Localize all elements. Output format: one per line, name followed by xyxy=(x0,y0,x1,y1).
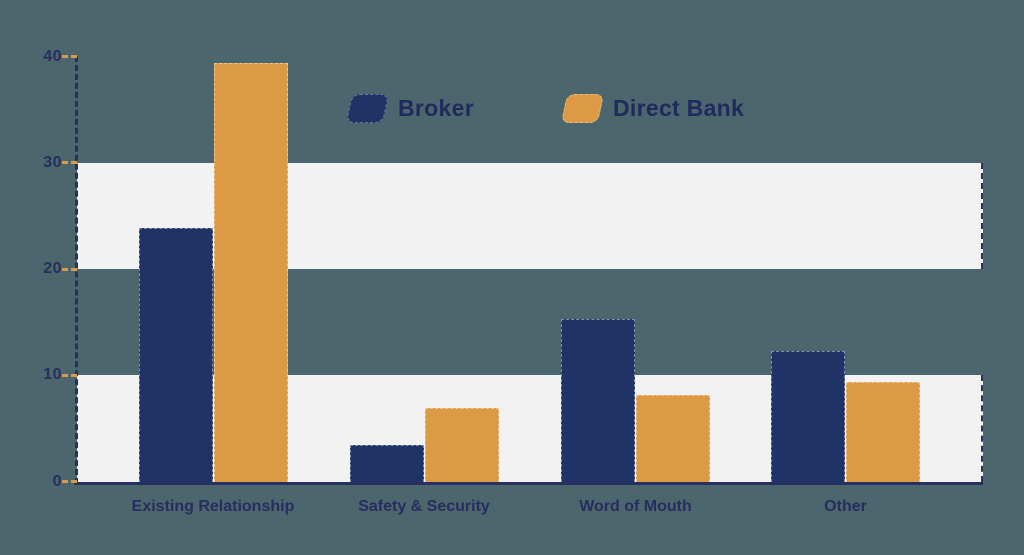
y-tick-label-0: 0 xyxy=(52,472,62,490)
y-tick-30 xyxy=(62,161,77,165)
bar-direct-bank-2 xyxy=(636,395,710,482)
y-tick-40 xyxy=(62,55,77,58)
bar-broker-0 xyxy=(138,227,213,482)
legend-item-broker: Broker xyxy=(345,92,474,124)
bar-direct-bank-0 xyxy=(213,62,288,482)
bar-broker-2 xyxy=(561,318,635,482)
y-tick-0 xyxy=(62,480,77,483)
y-tick-20 xyxy=(62,267,77,271)
y-tick-10 xyxy=(62,373,77,377)
y-tick-label-20: 20 xyxy=(43,260,62,277)
legend-swatch-broker xyxy=(345,93,390,123)
category-label-1: Safety & Security xyxy=(358,498,490,515)
legend-swatch-direct-bank xyxy=(560,93,605,123)
bar-broker-3 xyxy=(771,350,845,482)
category-label-3: Other xyxy=(824,498,867,515)
x-axis-line xyxy=(74,481,983,485)
bar-direct-bank-3 xyxy=(846,381,920,482)
y-tick-label-40: 40 xyxy=(43,47,62,65)
category-label-0: Existing Relationship xyxy=(131,498,295,515)
legend-item-direct-bank: Direct Bank xyxy=(560,92,745,124)
legend-label-direct-bank: Direct Bank xyxy=(613,94,745,121)
bar-direct-bank-1 xyxy=(424,408,499,482)
bar-broker-1 xyxy=(349,445,424,482)
category-label-2: Word of Mouth xyxy=(579,498,692,515)
y-tick-label-30: 30 xyxy=(43,153,62,171)
legend-label-broker: Broker xyxy=(398,94,474,121)
y-tick-label-10: 10 xyxy=(43,366,62,384)
